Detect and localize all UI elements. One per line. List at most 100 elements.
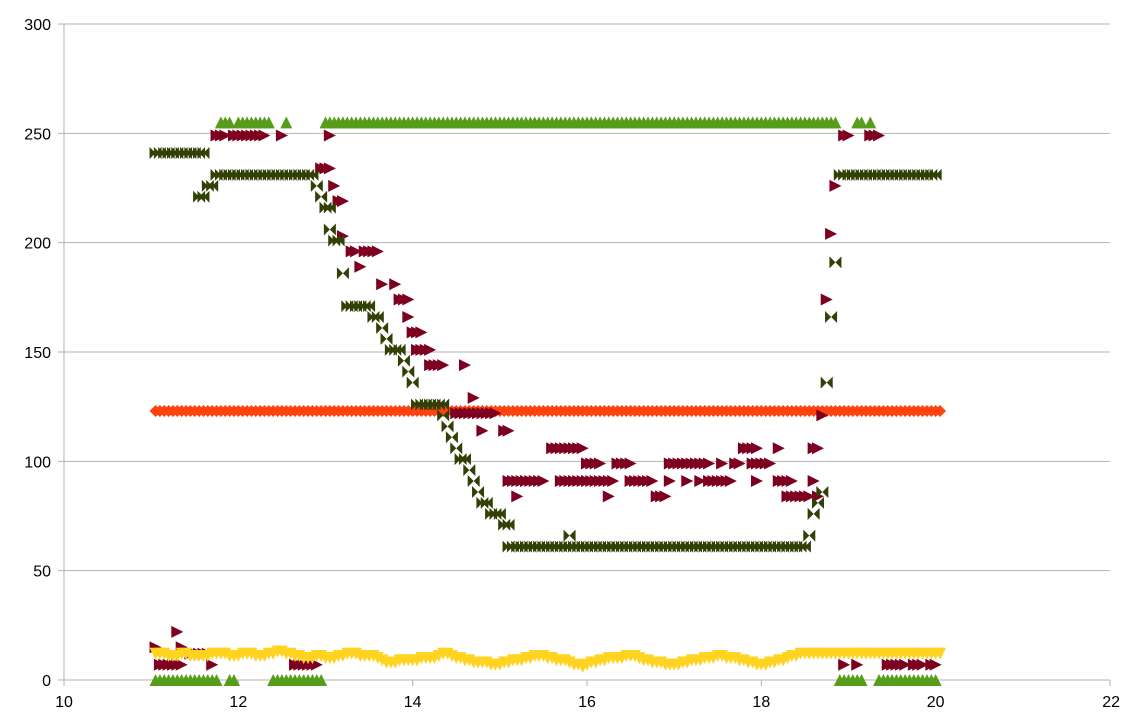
dark-red-point [916,658,929,671]
dark-olive-point [393,343,406,356]
dark-red-point [681,475,694,488]
green-triangles-point [223,116,236,129]
dark-red-point [171,625,184,638]
series-dark-red [149,129,942,671]
dark-olive-point [376,321,389,334]
dark-red-point [602,490,615,503]
dark-olive-point [458,453,471,466]
dark-olive-point [441,420,454,433]
dark-red-point [323,129,336,142]
dark-red-point [811,490,824,503]
dark-red-point [851,658,864,671]
dark-red-point [402,293,415,306]
dark-red-point [402,311,415,324]
dark-olive-point [323,223,336,236]
y-tick-label: 150 [24,345,51,362]
dark-red-point [724,475,737,488]
y-tick-label: 200 [24,236,51,253]
green-triangles-point [315,674,328,686]
dark-red-point [594,457,607,470]
dark-red-point [825,227,838,240]
dark-red-point [219,129,232,142]
dark-olive-point [437,398,450,411]
dark-olive-point [829,256,842,269]
series-dark-olive [149,147,942,553]
dark-red-point [458,359,471,372]
x-tick-label: 20 [927,694,945,711]
dark-red-point [175,658,188,671]
dark-red-point [803,490,816,503]
y-tick-label: 100 [24,454,51,471]
dark-olive-point [380,332,393,345]
x-tick-label: 10 [55,694,73,711]
dark-olive-point [502,518,515,531]
dark-red-point [537,475,550,488]
dark-olive-point [310,179,323,192]
green-triangles-point [864,116,877,129]
dark-red-point [663,475,676,488]
green-triangles-point [210,674,223,686]
dark-olive-point [315,190,328,203]
green-triangles-point [227,674,240,686]
dark-red-point [336,195,349,208]
y-tick-label: 50 [33,564,51,581]
dark-red-point [764,457,777,470]
dark-olive-point [563,529,576,542]
dark-olive-point [467,475,480,488]
dark-red-point [389,278,402,291]
green-triangles-point [262,116,275,129]
y-tick-label: 250 [24,126,51,143]
dark-red-point [820,293,833,306]
dark-red-point [772,442,785,455]
dark-olive-point [206,179,219,192]
dark-olive-point [332,234,345,247]
x-tick-label: 12 [229,694,247,711]
x-tick-label: 22 [1102,694,1120,711]
dark-red-point [476,424,489,437]
dark-red-point [646,475,659,488]
dark-olive-point [197,147,210,160]
dark-olive-point [929,168,942,181]
dark-olive-point [807,507,820,520]
dark-olive-point [472,485,485,498]
dark-red-point [929,658,942,671]
series-yellow [149,645,947,673]
dark-olive-point [811,496,824,509]
x-tick-label: 14 [404,694,422,711]
dark-red-point [424,343,437,356]
orange-point [934,405,947,418]
dark-red-point [703,457,716,470]
dark-olive-point [397,354,410,367]
dark-red-point [899,658,912,671]
dark-red-point [310,658,323,671]
dark-red-point [328,179,341,192]
dark-red-point [376,278,389,291]
dark-olive-point [197,190,210,203]
dark-red-point [838,658,851,671]
dark-red-point [829,179,842,192]
dark-red-point [350,245,363,258]
dark-olive-point [402,365,415,378]
y-tick-label: 0 [42,673,51,690]
dark-red-point [807,475,820,488]
x-tick-label: 18 [752,694,770,711]
dark-olive-point [323,201,336,214]
dark-olive-point [493,507,506,520]
dark-red-point [415,326,428,339]
dark-red-point [624,457,637,470]
x-tick-label: 16 [578,694,596,711]
dark-olive-point [463,464,476,477]
dark-olive-point [336,267,349,280]
dark-olive-point [825,311,838,324]
y-tick-label: 300 [24,17,51,34]
dark-olive-point [450,442,463,455]
green-triangles-point [829,116,842,129]
green-triangles-point [855,674,868,686]
dark-olive-point [306,168,319,181]
data-series [149,116,947,686]
dark-olive-point [803,529,816,542]
dark-olive-point [445,431,458,444]
dark-red-point [716,457,729,470]
series-green-triangles [149,116,942,686]
